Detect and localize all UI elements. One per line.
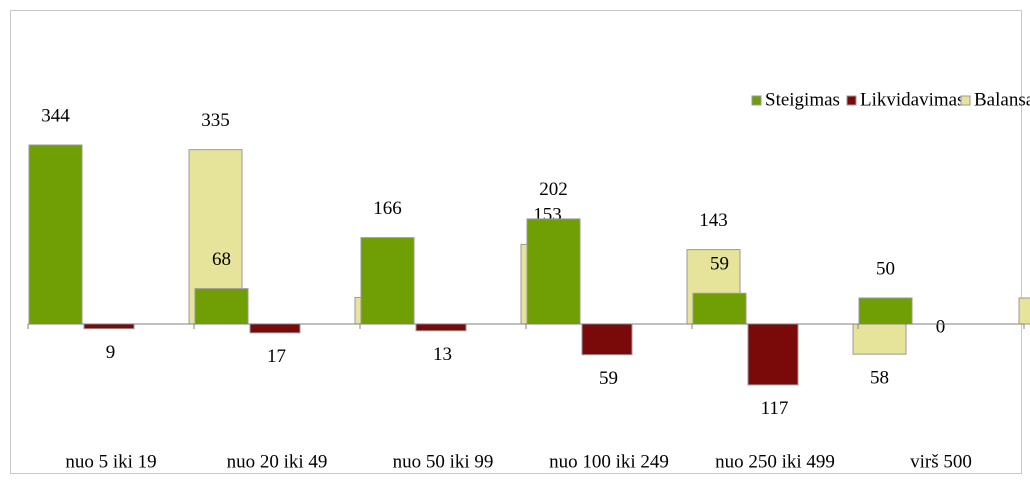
bar [526,218,581,325]
data-label: 59 [710,254,729,275]
data-label: 17 [267,346,286,367]
legend-swatch [846,95,857,106]
bar [28,144,83,325]
data-label: 0 [936,316,946,337]
legend-swatch [751,95,762,106]
data-label: 50 [876,258,895,279]
legend-label: Steigimas [765,89,840,110]
x-tick-label: virš 500 [910,451,972,472]
bar [249,323,301,334]
x-tick-label: nuo 5 iki 19 [65,451,156,472]
data-label: 335 [201,110,230,131]
bar [581,323,633,356]
data-label: 143 [699,210,728,231]
x-tick-label: nuo 20 iki 49 [227,451,328,472]
x-tick-label: nuo 100 iki 249 [549,451,669,472]
x-tick-label: nuo 50 iki 99 [393,451,494,472]
bar [83,323,135,330]
data-label: 202 [539,179,568,200]
x-tick-label: nuo 250 iki 499 [715,451,835,472]
legend-swatch [960,95,971,106]
chart-frame [10,10,1022,474]
bar [360,237,415,325]
data-label: 344 [41,105,70,126]
bar [747,323,799,386]
data-label: 58 [870,368,889,389]
data-label: 9 [106,342,116,363]
legend-label: Likvidavimas [860,89,964,110]
bar [858,297,913,325]
data-label: 166 [373,198,402,219]
legend-label: Balansas [974,89,1030,110]
data-label: 59 [599,368,618,389]
data-label: 13 [433,344,452,365]
bar [852,323,907,355]
bar [415,323,467,332]
bar [1018,297,1030,325]
bar [692,292,747,325]
bar [194,288,249,325]
data-label: 68 [212,249,231,270]
data-label: 117 [761,398,789,419]
